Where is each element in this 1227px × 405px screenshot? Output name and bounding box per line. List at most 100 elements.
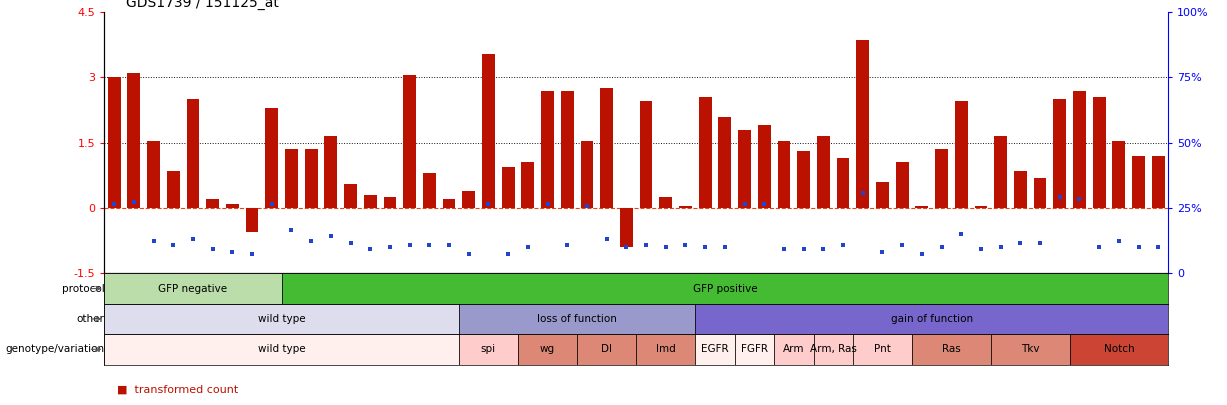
Bar bbox=[108, 77, 120, 208]
Text: GSM88257: GSM88257 bbox=[1135, 275, 1141, 315]
Bar bbox=[404, 75, 416, 208]
Point bbox=[912, 251, 931, 257]
Point bbox=[872, 248, 892, 255]
Bar bbox=[600, 88, 614, 208]
Text: GSM88216: GSM88216 bbox=[801, 275, 806, 315]
Bar bbox=[814, 334, 853, 364]
Bar bbox=[459, 334, 518, 364]
Bar bbox=[935, 149, 948, 208]
Point bbox=[222, 248, 242, 255]
Bar bbox=[636, 334, 696, 364]
Point bbox=[183, 235, 202, 242]
Point bbox=[261, 200, 281, 207]
Bar bbox=[245, 208, 259, 232]
Text: GSM88222: GSM88222 bbox=[151, 275, 157, 315]
Text: GSM88251: GSM88251 bbox=[604, 275, 610, 315]
Point bbox=[577, 202, 596, 209]
Text: GSM88250: GSM88250 bbox=[584, 275, 590, 315]
Point bbox=[439, 242, 459, 248]
Point bbox=[144, 237, 163, 244]
Text: GSM88220: GSM88220 bbox=[112, 275, 117, 315]
Bar bbox=[1093, 97, 1106, 208]
Bar bbox=[281, 273, 1168, 304]
Bar bbox=[187, 99, 199, 208]
Text: Imd: Imd bbox=[656, 344, 676, 354]
Text: GSM88249: GSM88249 bbox=[387, 275, 393, 315]
Bar bbox=[1152, 156, 1164, 208]
Text: GSM88224: GSM88224 bbox=[308, 275, 314, 315]
Text: GSM88255: GSM88255 bbox=[682, 275, 688, 315]
Bar bbox=[128, 73, 140, 208]
Text: GSM88235: GSM88235 bbox=[998, 275, 1004, 315]
Text: gain of function: gain of function bbox=[891, 314, 973, 324]
Text: GSM88260: GSM88260 bbox=[249, 275, 255, 315]
Text: GSM88240: GSM88240 bbox=[1096, 275, 1102, 315]
Point bbox=[616, 244, 636, 250]
Bar bbox=[147, 141, 160, 208]
Point bbox=[991, 244, 1011, 250]
Point bbox=[931, 244, 951, 250]
Text: spi: spi bbox=[481, 344, 496, 354]
Bar bbox=[639, 101, 653, 208]
Bar bbox=[463, 191, 475, 208]
Bar bbox=[1113, 141, 1125, 208]
Point bbox=[1090, 244, 1109, 250]
Bar bbox=[285, 149, 298, 208]
Bar bbox=[679, 206, 692, 208]
Bar bbox=[912, 334, 990, 364]
Bar bbox=[482, 53, 494, 208]
Text: GSM88248: GSM88248 bbox=[367, 275, 373, 315]
Point bbox=[892, 242, 912, 248]
Bar bbox=[735, 334, 774, 364]
Point bbox=[202, 246, 222, 253]
Bar bbox=[104, 273, 281, 304]
Text: loss of function: loss of function bbox=[537, 314, 617, 324]
Bar bbox=[990, 334, 1070, 364]
Text: GSM88264: GSM88264 bbox=[447, 275, 452, 315]
Text: ■  transformed count: ■ transformed count bbox=[117, 385, 238, 395]
Bar bbox=[698, 97, 712, 208]
Bar bbox=[1074, 91, 1086, 208]
Bar bbox=[226, 204, 239, 208]
Point bbox=[1011, 240, 1031, 246]
Bar bbox=[518, 334, 577, 364]
Point bbox=[380, 244, 400, 250]
Point bbox=[242, 251, 261, 257]
Text: GSM88221: GSM88221 bbox=[131, 275, 137, 315]
Text: GSM88245: GSM88245 bbox=[190, 275, 196, 315]
Point bbox=[479, 200, 498, 207]
Bar bbox=[443, 199, 455, 208]
Bar bbox=[1033, 178, 1047, 208]
Bar bbox=[580, 141, 594, 208]
Bar bbox=[521, 162, 534, 208]
Bar bbox=[1070, 334, 1168, 364]
Point bbox=[1070, 196, 1090, 202]
Bar bbox=[659, 197, 672, 208]
Text: GSM88252: GSM88252 bbox=[623, 275, 629, 315]
Bar bbox=[104, 304, 459, 334]
Point bbox=[596, 235, 616, 242]
Text: GSM88254: GSM88254 bbox=[663, 275, 669, 315]
Bar bbox=[364, 195, 377, 208]
Text: FGFR: FGFR bbox=[741, 344, 768, 354]
Text: GSM88225: GSM88225 bbox=[328, 275, 334, 315]
Text: GSM88244: GSM88244 bbox=[171, 275, 177, 315]
Bar bbox=[324, 136, 337, 208]
Text: GSM88230: GSM88230 bbox=[899, 275, 906, 315]
Bar bbox=[994, 136, 1007, 208]
Point bbox=[696, 244, 715, 250]
Point bbox=[498, 251, 518, 257]
Bar bbox=[856, 40, 869, 208]
Text: other: other bbox=[76, 314, 104, 324]
Text: wild type: wild type bbox=[258, 314, 306, 324]
Text: GSM88253: GSM88253 bbox=[643, 275, 649, 315]
Bar bbox=[344, 184, 357, 208]
Point bbox=[971, 246, 990, 253]
Bar bbox=[265, 108, 279, 208]
Text: Dl: Dl bbox=[601, 344, 612, 354]
Point bbox=[1129, 244, 1148, 250]
Text: GSM88226: GSM88226 bbox=[821, 275, 826, 315]
Bar bbox=[577, 334, 636, 364]
Bar bbox=[561, 91, 574, 208]
Point bbox=[341, 240, 361, 246]
